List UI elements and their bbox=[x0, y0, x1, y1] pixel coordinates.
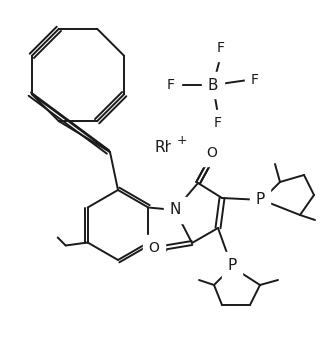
Text: B: B bbox=[208, 78, 218, 92]
Text: F: F bbox=[251, 73, 259, 87]
Text: N: N bbox=[169, 202, 181, 218]
Text: +: + bbox=[177, 135, 187, 147]
Text: O: O bbox=[149, 241, 159, 255]
Text: Rh: Rh bbox=[155, 140, 175, 155]
Text: F: F bbox=[214, 116, 222, 130]
Text: O: O bbox=[207, 146, 217, 160]
Text: P: P bbox=[227, 257, 236, 273]
Text: P: P bbox=[256, 192, 265, 208]
Text: F: F bbox=[217, 41, 225, 55]
Text: F: F bbox=[167, 78, 175, 92]
